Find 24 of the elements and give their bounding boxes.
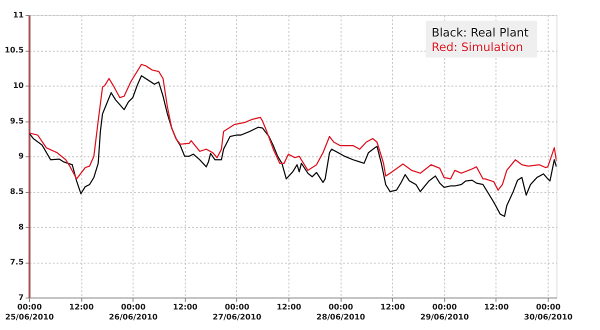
y-tick-label: 7.5: [10, 258, 24, 267]
x-tick-label: 00:00 25/06/2010: [5, 302, 54, 322]
y-tick-label: 7: [18, 292, 24, 302]
y-tick-label: 9.5: [10, 116, 24, 126]
y-tick-label: 8: [18, 222, 24, 232]
x-tick-label: 12:00: [380, 302, 406, 312]
line-series: [29, 75, 556, 217]
y-tick-label: 10.5: [4, 46, 24, 55]
x-tick-label: 12:00: [69, 302, 94, 312]
x-tick-label: 00:00 29/06/2010: [420, 302, 470, 322]
text: Red: Simulation: [432, 40, 524, 54]
x-tick-label: 00:00 28/06/2010: [316, 302, 366, 322]
line-series: [29, 64, 556, 191]
x-tick-label: 12:00: [276, 302, 302, 312]
x-tick-label: 12:00: [172, 302, 198, 312]
x-tick-label: 00:00 30/06/2010: [524, 302, 574, 322]
y-tick-label: 10: [12, 81, 24, 90]
text: Black: Real Plant: [432, 25, 530, 40]
x-tick-label: 00:00 26/06/2010: [108, 302, 158, 322]
x-tick-label: 00:00 27/06/2010: [212, 302, 262, 322]
y-tick-label: 8.5: [10, 187, 24, 196]
x-tick-label: 12:00: [484, 302, 510, 312]
y-tick-label: 11: [12, 10, 24, 20]
y-tick-label: 9: [18, 152, 24, 161]
